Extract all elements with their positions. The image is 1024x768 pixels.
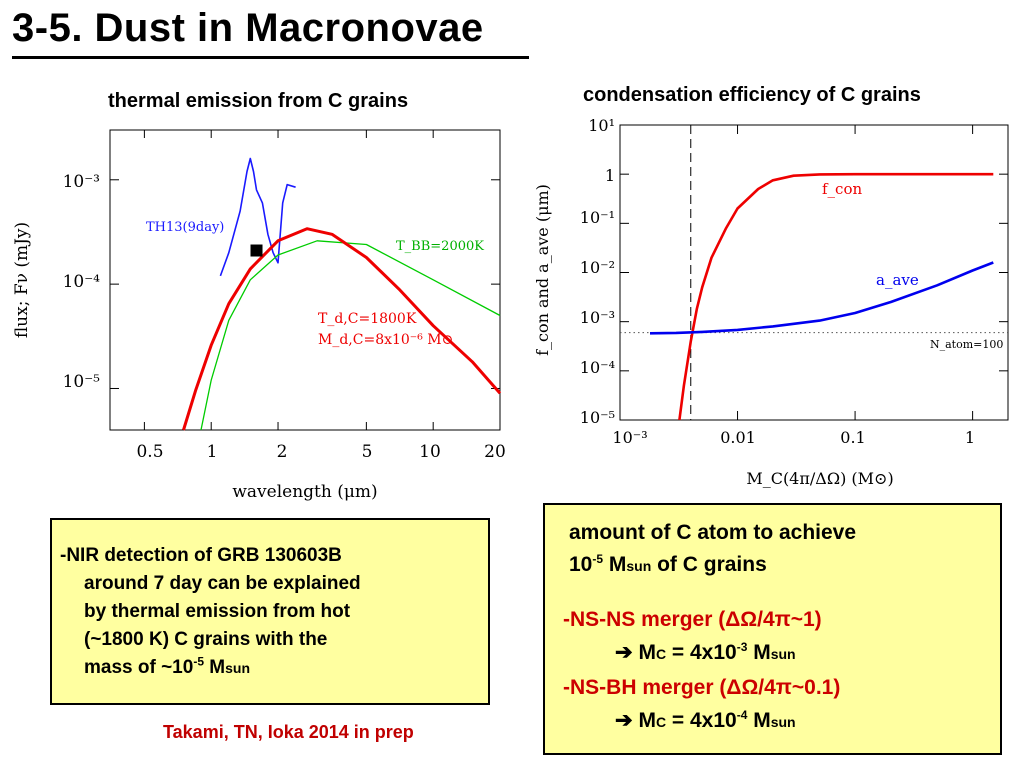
y-tick-label: 10⁻¹ bbox=[580, 208, 615, 227]
right-plot-caption: condensation efficiency of C grains bbox=[583, 84, 921, 106]
left-plot-caption: thermal emission from C grains bbox=[108, 90, 409, 112]
heading-line: amount of C atom to achieve bbox=[569, 521, 857, 544]
y-tick-label: 10⁻³ bbox=[63, 172, 100, 192]
fcon-label: f_con bbox=[822, 180, 862, 198]
x-tick-label: 10 bbox=[419, 442, 441, 462]
x-tick-label: 5 bbox=[362, 442, 373, 462]
title-underline bbox=[12, 56, 529, 59]
td-label: T_d,C=1800K bbox=[318, 311, 417, 327]
left-summary-box: -NIR detection of GRB 130603B around 7 d… bbox=[50, 518, 490, 705]
y-axis-label: f_con and a_ave (μm) bbox=[533, 184, 552, 356]
y-tick-label: 10⁻⁵ bbox=[580, 408, 615, 427]
right-summary-box: amount of C atom to achieve 10-5 Msun of… bbox=[543, 503, 1002, 755]
y-axis-label: flux; Fν (mJy) bbox=[12, 222, 32, 338]
nsns-result: ➔ MC = 4x10-3 Msun bbox=[615, 640, 796, 664]
left-box-line: by thermal emission from hot bbox=[84, 601, 351, 622]
left-plot-frame bbox=[109, 129, 501, 431]
nsbh-result: ➔ MC = 4x10-4 Msun bbox=[615, 708, 796, 732]
y-tick-label: 1 bbox=[605, 166, 615, 185]
right-plot: 10¹ 1 10⁻¹ 10⁻² 10⁻³ 10⁻⁴ 10⁻⁵ 10⁻³ 0.01… bbox=[533, 116, 1009, 488]
left-box-text: -NIR detection of GRB 130603B around 7 d… bbox=[60, 542, 361, 682]
tbb-label: T_BB=2000K bbox=[396, 239, 484, 254]
left-box-line: -NIR detection of GRB 130603B bbox=[60, 545, 342, 566]
natom-label: N_atom=100 bbox=[930, 338, 1003, 351]
y-tick-label: 10¹ bbox=[588, 116, 615, 135]
nsbh-line: -NS-BH merger (ΔΩ/4π~0.1) bbox=[563, 676, 841, 699]
md-label: M_d,C=8x10⁻⁶ M⊙ bbox=[318, 332, 453, 348]
x-tick-label: 0.1 bbox=[840, 428, 865, 447]
x-axis-label: M_C(4π/ΔΩ) (M⊙) bbox=[746, 469, 893, 488]
right-plot-frame bbox=[619, 124, 1009, 421]
x-tick-label: 1 bbox=[965, 428, 975, 447]
series-line-2 bbox=[182, 227, 502, 431]
series-line-fcon bbox=[678, 172, 994, 421]
y-tick-label: 10⁻³ bbox=[580, 308, 615, 327]
nsns-line: -NS-NS merger (ΔΩ/4π~1) bbox=[563, 608, 822, 631]
y-tick-label: 10⁻⁵ bbox=[63, 372, 101, 392]
series-line-1 bbox=[200, 240, 501, 431]
data-point-marker bbox=[250, 244, 263, 257]
series-line-aave bbox=[649, 261, 994, 335]
left-box-line: (~1800 K) C grains with the bbox=[84, 629, 328, 650]
citation: Takami, TN, Ioka 2014 in prep bbox=[163, 722, 414, 742]
right-box-results: -NS-NS merger (ΔΩ/4π~1) ➔ MC = 4x10-3 Ms… bbox=[563, 603, 840, 739]
x-tick-label: 2 bbox=[277, 442, 288, 462]
x-tick-label: 10⁻³ bbox=[612, 428, 647, 447]
y-tick-label: 10⁻⁴ bbox=[580, 358, 615, 377]
slide-title: 3-5. Dust in Macronovae bbox=[12, 6, 484, 50]
x-tick-label: 20 bbox=[484, 442, 506, 462]
y-tick-label: 10⁻² bbox=[580, 258, 615, 277]
series-line-0 bbox=[219, 157, 296, 277]
x-tick-label: 0.01 bbox=[720, 428, 756, 447]
left-plot: 0.5 1 2 5 10 20 10⁻³ 10⁻⁴ 10⁻⁵ wavelengt… bbox=[12, 129, 506, 502]
x-tick-label: 0.5 bbox=[136, 442, 163, 462]
x-axis-label: wavelength (μm) bbox=[232, 482, 377, 502]
th13-label: TH13(9day) bbox=[146, 220, 224, 235]
x-tick-label: 1 bbox=[207, 442, 218, 462]
left-box-line: around 7 day can be explained bbox=[84, 573, 361, 594]
right-box-heading: amount of C atom to achieve 10-5 Msun of… bbox=[569, 517, 856, 582]
left-box-line: mass of ~10-5 Msun bbox=[84, 654, 250, 678]
heading-line: 10-5 Msun of C grains bbox=[569, 552, 767, 576]
aave-label: a_ave bbox=[876, 271, 919, 289]
y-tick-label: 10⁻⁴ bbox=[63, 272, 101, 292]
